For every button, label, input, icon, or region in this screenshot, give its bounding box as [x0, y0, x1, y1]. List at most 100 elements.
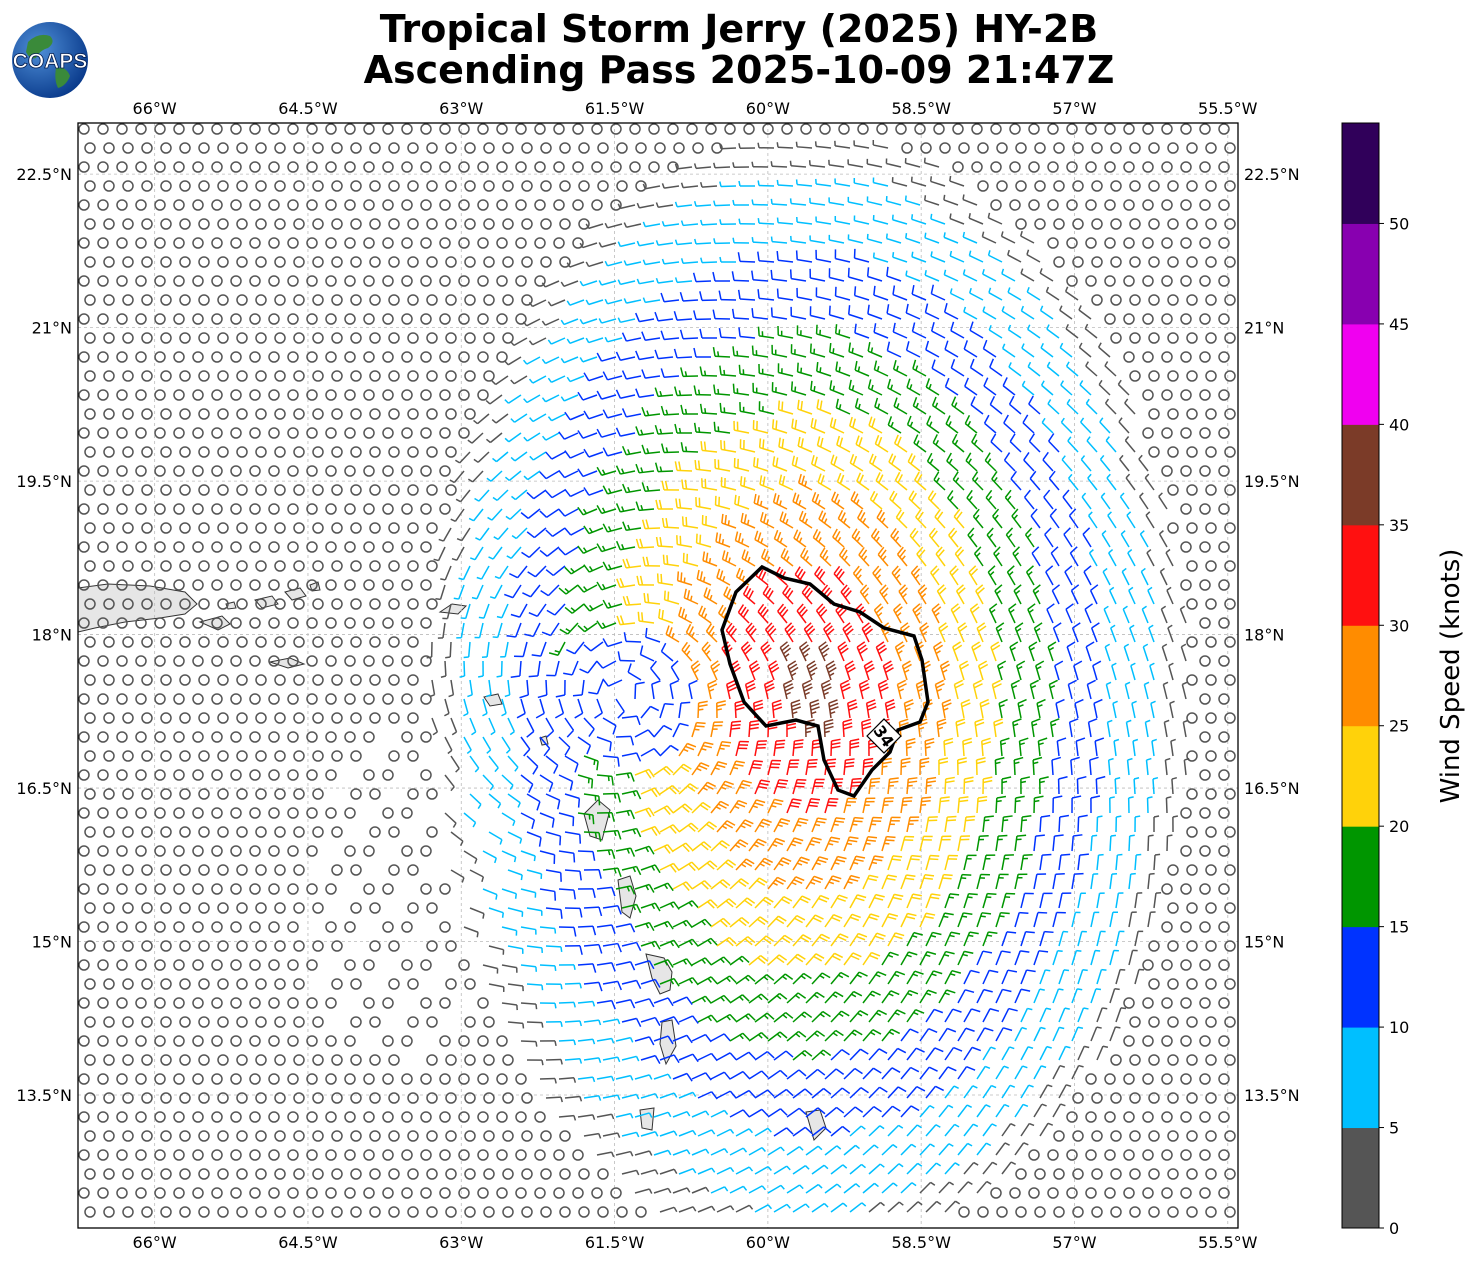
wind-barb [388, 142, 400, 154]
wind-barb [1224, 142, 1236, 154]
calm-circle [515, 199, 527, 211]
calm-circle [648, 161, 660, 173]
wind-barb [312, 180, 324, 192]
calm-circle [1009, 123, 1021, 135]
calm-circle [192, 161, 204, 173]
wind-barb [891, 177, 908, 187]
wind-barb [154, 161, 166, 173]
wind-barb [1066, 161, 1078, 173]
wind-barb [369, 180, 381, 192]
calm-circle [977, 180, 989, 192]
wind-barb [464, 180, 476, 192]
wind-barb [1205, 180, 1217, 192]
calm-circle [464, 256, 476, 268]
wind-barb [559, 180, 571, 192]
wind-barb [572, 161, 584, 173]
wind-barb [699, 181, 718, 188]
wind-barb [331, 180, 343, 192]
calm-circle [1224, 218, 1236, 230]
calm-circle [116, 199, 128, 211]
calm-circle [331, 180, 343, 192]
calm-circle [154, 123, 166, 135]
calm-circle [160, 180, 172, 192]
wind-barb [732, 237, 750, 244]
calm-circle [369, 256, 381, 268]
wind-barb [458, 123, 470, 135]
wind-barb [790, 235, 807, 244]
wind-barb [1066, 237, 1078, 249]
calm-circle [1091, 256, 1103, 268]
wind-barb [971, 161, 983, 173]
wind-barb [847, 234, 864, 244]
wind-barb [1129, 256, 1141, 268]
wind-barb [834, 249, 851, 263]
calm-circle [781, 123, 793, 135]
calm-circle [1009, 199, 1021, 211]
wind-barb [1085, 161, 1097, 173]
calm-circle [287, 199, 299, 211]
calm-circle [1053, 218, 1065, 230]
wind-barb [629, 161, 641, 173]
wind-barb [521, 218, 533, 230]
wind-barb [604, 222, 623, 229]
wind-barb [1205, 218, 1217, 230]
wind-barb [179, 180, 191, 192]
calm-circle [274, 256, 286, 268]
wind-barb [990, 199, 1002, 211]
calm-circle [1180, 199, 1192, 211]
calm-circle [610, 199, 622, 211]
wind-barb [458, 199, 470, 211]
wind-barb [924, 232, 940, 244]
calm-circle [502, 218, 514, 230]
wind-barb [1129, 180, 1141, 192]
logo-text: COAPS [13, 50, 88, 73]
wind-barb [757, 142, 775, 149]
wind-barb [198, 180, 210, 192]
wind-barb [815, 249, 832, 263]
wind-barb [1009, 161, 1021, 173]
wind-barb [591, 199, 603, 211]
wind-barb [268, 237, 280, 249]
wind-barb [1028, 199, 1040, 211]
wind-barb [1205, 142, 1217, 154]
calm-circle [344, 123, 356, 135]
wind-barb [610, 123, 622, 135]
wind-barb [987, 250, 1003, 263]
calm-circle [1148, 142, 1160, 154]
wind-barb [1180, 199, 1192, 211]
wind-barb [853, 177, 870, 187]
calm-circle [217, 180, 229, 192]
wind-barb [705, 123, 717, 135]
wind-barb [1015, 180, 1027, 192]
wind-barb [331, 142, 343, 154]
wind-barb [1199, 123, 1211, 135]
calm-circle [306, 237, 318, 249]
wind-barb [363, 123, 375, 135]
calm-circle [1091, 218, 1103, 230]
wind-barb [654, 142, 666, 154]
calm-circle [515, 123, 527, 135]
calm-circle [1110, 142, 1122, 154]
calm-circle [977, 142, 989, 154]
calm-circle [616, 180, 628, 192]
calm-circle [350, 180, 362, 192]
calm-circle [496, 237, 508, 249]
calm-circle [141, 218, 153, 230]
wind-barb [179, 256, 191, 268]
wind-barb [198, 218, 210, 230]
wind-barb [116, 237, 128, 249]
calm-circle [198, 218, 210, 230]
wind-barb [962, 194, 978, 206]
wind-barb [876, 123, 888, 135]
calm-circle [1123, 161, 1135, 173]
calm-circle [1161, 199, 1173, 211]
calm-circle [388, 142, 400, 154]
calm-circle [939, 142, 951, 154]
calm-circle [407, 180, 419, 192]
wind-barb [971, 123, 983, 135]
calm-circle [1072, 180, 1084, 192]
calm-circle [388, 180, 400, 192]
wind-barb [388, 180, 400, 192]
calm-circle [1047, 161, 1059, 173]
